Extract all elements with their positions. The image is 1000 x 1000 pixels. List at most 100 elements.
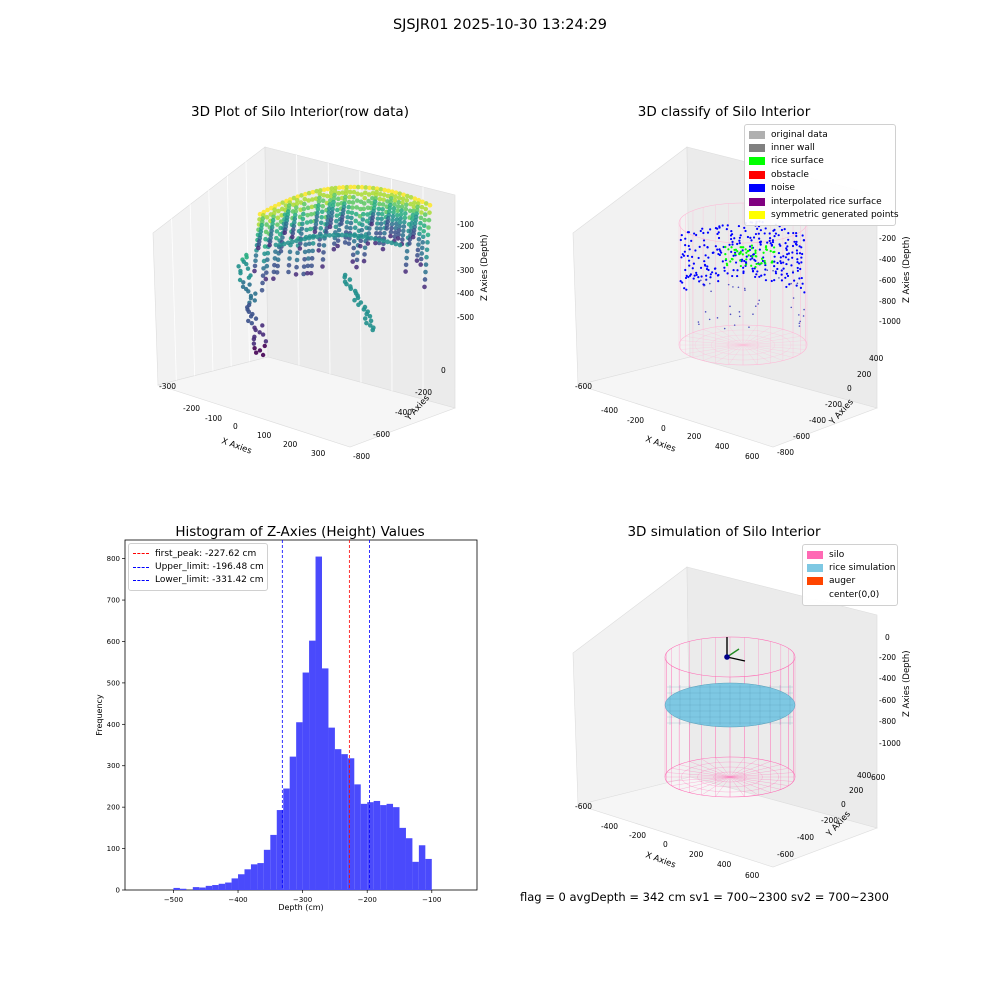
- noise-point: [695, 273, 698, 276]
- noise-point: [742, 270, 745, 273]
- data-point: [422, 284, 427, 290]
- data-point: [353, 218, 359, 224]
- p2-ytick: -400: [809, 416, 826, 425]
- data-point: [269, 228, 274, 234]
- panel2-title: 3D classify of Silo Interior: [637, 104, 811, 120]
- data-point: [302, 256, 307, 262]
- data-point: [328, 194, 334, 199]
- panel2-points: [679, 220, 806, 330]
- noise-point: [770, 279, 773, 283]
- data-point: [314, 234, 320, 240]
- data-point: [361, 307, 367, 312]
- data-point: [379, 211, 385, 217]
- noise-point: [791, 271, 795, 274]
- data-point: [400, 200, 405, 206]
- data-point: [318, 220, 324, 226]
- grid-line: [208, 190, 214, 371]
- data-point: [391, 210, 396, 215]
- noise-point: [774, 232, 778, 235]
- data-point: [367, 226, 372, 231]
- rice-surface-point: [741, 253, 744, 256]
- hist-bar: [386, 803, 394, 890]
- hist-vlines: [281, 540, 370, 890]
- noise-point: [792, 231, 795, 235]
- hist-bar: [334, 749, 342, 890]
- data-point: [407, 241, 412, 246]
- p1-ztick: -100: [457, 220, 474, 229]
- data-point: [390, 214, 396, 219]
- hist-bar: [173, 887, 180, 890]
- noise-point: [752, 313, 754, 315]
- data-point: [291, 223, 297, 229]
- legend-label: Lower_limit: -331.42 cm: [155, 575, 264, 586]
- data-point: [412, 200, 417, 206]
- noise-point: [736, 269, 739, 272]
- data-point: [251, 336, 257, 342]
- noise-point: [716, 317, 719, 319]
- rice-surface-point: [765, 245, 768, 248]
- legend-swatch: [749, 144, 765, 153]
- hist-ytick-label: 400: [107, 721, 120, 729]
- silo-ring: [713, 771, 747, 783]
- noise-point: [704, 311, 707, 313]
- rice-surface-point: [762, 251, 765, 254]
- data-point: [396, 195, 402, 201]
- data-point: [374, 230, 379, 236]
- noise-point: [684, 237, 687, 240]
- data-point: [363, 185, 369, 190]
- noise-point: [778, 243, 781, 246]
- data-point: [290, 239, 295, 245]
- data-point: [298, 237, 304, 243]
- noise-point: [723, 327, 726, 330]
- legend-item: first_peak: -227.62 cm: [133, 547, 263, 560]
- noise-point: [720, 251, 723, 254]
- panel4-title: 3D simulation of Silo Interior: [627, 524, 821, 540]
- data-point: [348, 220, 354, 226]
- p2-xtick: -600: [575, 382, 592, 391]
- hist-bar: [199, 887, 206, 890]
- noise-point: [743, 259, 746, 263]
- data-point: [252, 345, 257, 351]
- p1-xlabel: X Axies: [220, 436, 253, 456]
- noise-point: [777, 234, 780, 237]
- hist-bar: [412, 861, 419, 890]
- noise-point: [799, 320, 801, 323]
- p4-ztick: -1000: [879, 739, 901, 748]
- noise-point: [743, 226, 746, 229]
- data-point: [331, 232, 337, 238]
- noise-point: [727, 283, 730, 286]
- data-point: [424, 254, 429, 260]
- noise-point: [796, 261, 799, 264]
- rice-surface-point: [739, 259, 742, 262]
- noise-point: [748, 245, 752, 248]
- data-point: [399, 204, 405, 210]
- data-point: [407, 237, 413, 242]
- panel1-axes-box: [152, 146, 456, 448]
- panel1-3d-plot: -300 -200 -100 0 100 200 300 -800 -600 -…: [152, 146, 490, 461]
- noise-point: [737, 224, 741, 228]
- data-point: [310, 248, 315, 254]
- data-point: [421, 223, 427, 228]
- data-point: [336, 196, 341, 202]
- data-point: [352, 233, 357, 239]
- noise-point: [787, 232, 790, 235]
- data-point: [354, 257, 360, 263]
- noise-point: [785, 262, 788, 266]
- p2-ytick: -600: [793, 432, 810, 441]
- noise-point: [764, 268, 767, 271]
- noise-point: [734, 261, 738, 264]
- noise-point: [768, 232, 771, 235]
- hist-bar: [296, 722, 303, 890]
- data-point: [381, 197, 386, 202]
- legend-item: inner wall: [749, 141, 891, 154]
- legend-label: rice simulation: [829, 563, 896, 574]
- noise-point: [738, 239, 741, 242]
- p4-xtick: -600: [575, 802, 592, 811]
- hist-bar: [263, 849, 271, 890]
- data-point: [418, 262, 424, 267]
- noise-point: [733, 237, 736, 240]
- data-point: [355, 295, 361, 301]
- legend-swatch: [749, 170, 765, 179]
- data-point: [368, 318, 374, 324]
- data-point: [276, 202, 282, 207]
